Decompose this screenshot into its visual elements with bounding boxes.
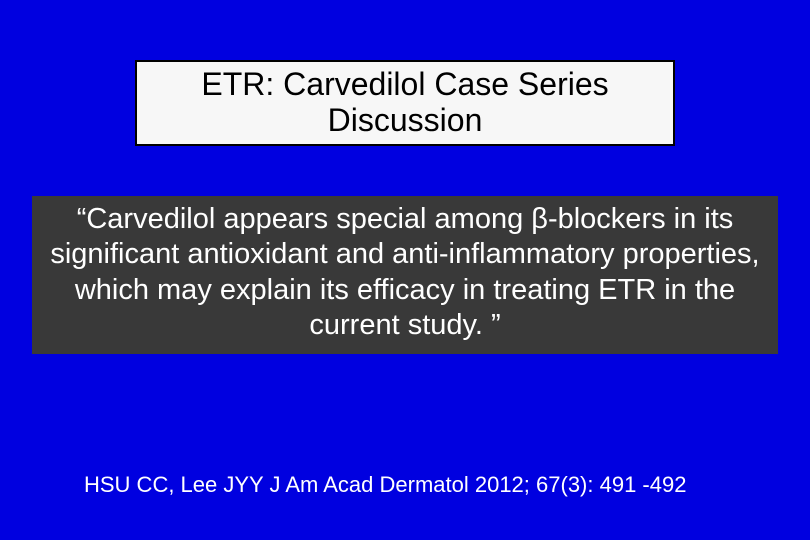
quote-text: “Carvedilol appears special among β-bloc… — [42, 202, 768, 344]
quote-box: “Carvedilol appears special among β-bloc… — [32, 196, 778, 354]
title-line-2: Discussion — [147, 103, 663, 138]
title-box: ETR: Carvedilol Case Series Discussion — [135, 60, 675, 146]
citation-text: HSU CC, Lee JYY J Am Acad Dermatol 2012;… — [84, 472, 764, 498]
title-line-1: ETR: Carvedilol Case Series — [147, 66, 663, 103]
